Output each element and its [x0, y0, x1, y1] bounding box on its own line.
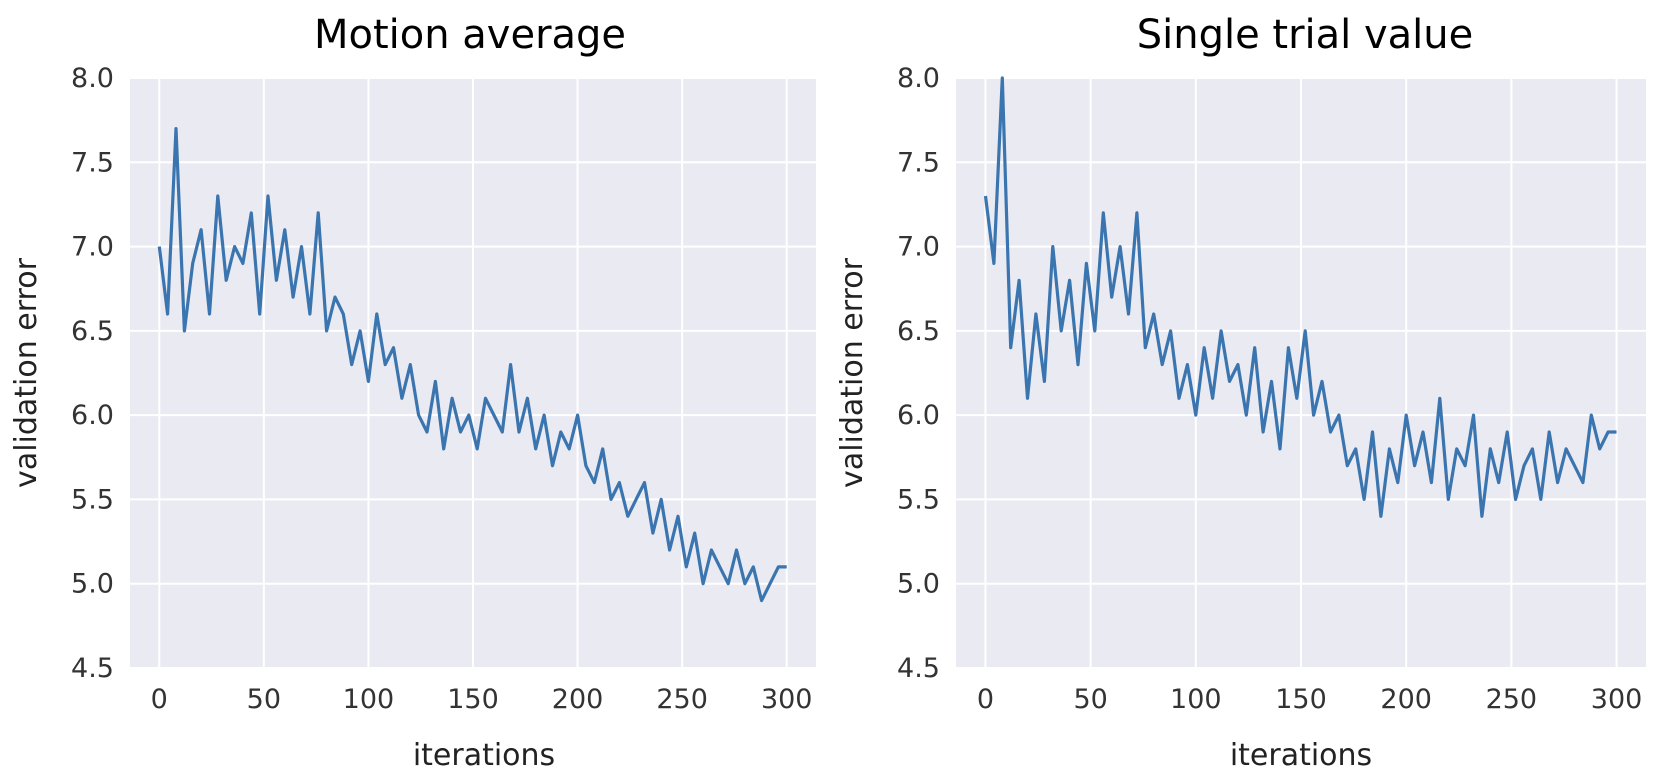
chart-title: Single trial value — [1137, 12, 1474, 58]
y-tick-label: 8.0 — [71, 63, 114, 94]
y-tick-label: 5.0 — [71, 569, 114, 600]
x-tick-label: 300 — [761, 684, 813, 715]
y-tick-label: 5.0 — [897, 569, 940, 600]
x-tick-label: 250 — [656, 684, 708, 715]
y-axis-label: validation error — [835, 257, 870, 488]
y-axis-label: validation error — [9, 257, 44, 488]
x-tick-label: 0 — [151, 684, 168, 715]
y-tick-labels: 4.5 5.0 5.5 6.0 6.5 7.0 7.5 8.0 — [897, 63, 940, 684]
x-tick-label: 100 — [343, 684, 395, 715]
y-tick-label: 6.0 — [71, 400, 114, 431]
x-tick-label: 300 — [1591, 684, 1643, 715]
x-tick-label: 200 — [552, 684, 604, 715]
data-line — [983, 76, 1617, 518]
y-tick-label: 7.0 — [897, 232, 940, 263]
motion-average-chart: Motion average 4.55.05.56.06.57.07.58.0 … — [9, 12, 816, 773]
y-tick-label: 6.5 — [897, 316, 940, 347]
y-tick-labels: 4.5 5.0 5.5 6.0 6.5 7.0 7.5 8.0 — [71, 63, 114, 684]
single-trial-value-chart: Single trial value 4.5 5.0 5.5 6.0 6.5 7.0 7.5… — [835, 12, 1646, 773]
data-line — [157, 127, 787, 603]
y-tick-label: 6.5 — [71, 316, 114, 347]
x-tick-label: 50 — [1073, 684, 1107, 715]
x-tick-label: 150 — [447, 684, 499, 715]
x-tick-label: 150 — [1275, 684, 1327, 715]
x-tick-label: 50 — [247, 684, 281, 715]
x-tick-labels: 0 50 100 150 200 250 300 — [977, 684, 1642, 715]
x-tick-label: 200 — [1380, 684, 1432, 715]
y-tick-label: 6.0 — [897, 400, 940, 431]
y-tick-label: 4.5 — [897, 653, 940, 684]
y-tick-label: 7.5 — [897, 147, 940, 178]
y-tick-label: 4.5 — [71, 653, 114, 684]
y-tick-label: 7.5 — [71, 147, 114, 178]
y-tick-label: 7.0 — [71, 232, 114, 263]
x-axis-label: iterations — [1230, 738, 1372, 773]
x-tick-label: 0 — [977, 684, 994, 715]
chart-title: Motion average — [314, 12, 626, 58]
x-tick-label: 250 — [1486, 684, 1538, 715]
y-tick-label: 5.5 — [897, 484, 940, 515]
y-tick-label: 5.5 — [71, 484, 114, 515]
x-tick-label: 100 — [1170, 684, 1222, 715]
y-tick-label: 8.0 — [897, 63, 940, 94]
x-tick-labels: 0 50 100 150 200 250 300 — [151, 684, 813, 715]
x-axis-label: iterations — [413, 738, 555, 773]
